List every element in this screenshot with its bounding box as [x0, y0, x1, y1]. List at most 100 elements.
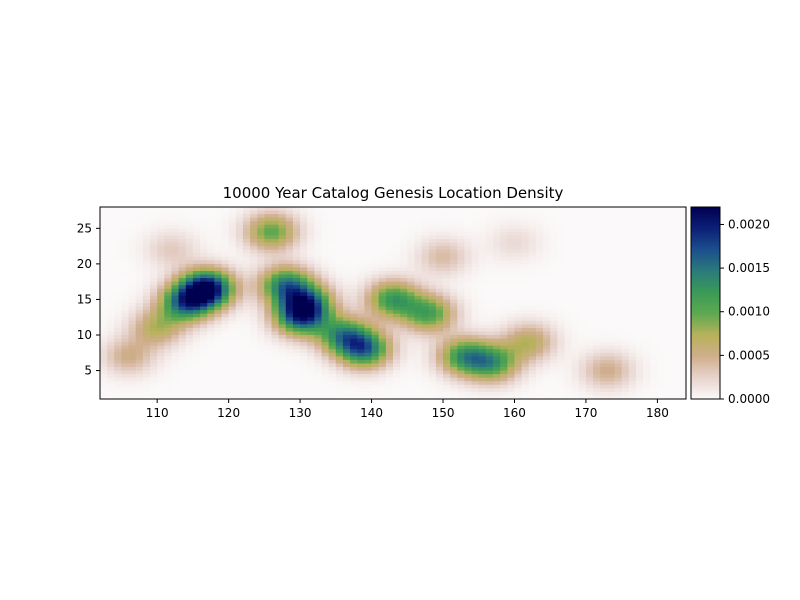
heatmap-cell [621, 278, 630, 283]
heatmap-cell [593, 246, 601, 251]
heatmap-cell [228, 317, 237, 322]
heatmap-cell [578, 349, 587, 354]
colorbar-segment [691, 275, 720, 278]
heatmap-cell [407, 342, 416, 347]
heatmap-cell [514, 381, 523, 386]
heatmap-cell [528, 374, 537, 379]
heatmap-cell [550, 210, 558, 215]
heatmap-cell [114, 249, 123, 254]
heatmap-cell [493, 356, 501, 361]
heatmap-cell [457, 335, 466, 340]
heatmap-cell [528, 263, 537, 269]
heatmap-cell [628, 367, 637, 372]
heatmap-cell [300, 335, 308, 340]
heatmap-cell [264, 338, 273, 343]
heatmap-cell [114, 363, 123, 368]
heatmap-cell [292, 221, 301, 226]
heatmap-cell [250, 239, 258, 244]
heatmap-cell [557, 207, 566, 212]
heatmap-cell [450, 349, 458, 354]
heatmap-cell [585, 359, 594, 365]
heatmap-cell [178, 228, 187, 233]
heatmap-cell [457, 338, 466, 343]
heatmap-cell [192, 395, 201, 400]
heatmap-cell [221, 306, 230, 311]
heatmap-cell [157, 299, 165, 304]
heatmap-cell [371, 342, 380, 347]
heatmap-cell [378, 342, 387, 347]
heatmap-cell [292, 231, 301, 237]
heatmap-cell [121, 256, 130, 261]
heatmap-cell [507, 246, 516, 251]
heatmap-cell [443, 367, 451, 372]
heatmap-cell [650, 221, 659, 226]
heatmap-cell [664, 295, 673, 301]
heatmap-cell [507, 310, 516, 315]
heatmap-cell [200, 370, 208, 375]
heatmap-cell [171, 246, 180, 251]
heatmap-cell [228, 374, 237, 379]
colorbar-segment [691, 395, 720, 398]
heatmap-cell [428, 359, 437, 365]
heatmap-cell [393, 327, 401, 333]
heatmap-cell [393, 363, 401, 368]
heatmap-cell [378, 391, 387, 397]
heatmap-cell [428, 274, 437, 279]
heatmap-cell [107, 295, 115, 301]
heatmap-cell [664, 231, 673, 237]
heatmap-cell [121, 310, 130, 315]
heatmap-cell [671, 263, 680, 269]
heatmap-cell [471, 239, 480, 244]
heatmap-cell [292, 342, 301, 347]
heatmap-cell [393, 253, 401, 258]
heatmap-cell [535, 388, 544, 393]
heatmap-cell [135, 253, 144, 258]
heatmap-cell [543, 288, 551, 293]
heatmap-cell [564, 377, 573, 382]
heatmap-cell [450, 377, 458, 382]
heatmap-cell [314, 285, 323, 290]
heatmap-cell [221, 356, 230, 361]
heatmap-cell [635, 285, 644, 290]
heatmap-cell [528, 274, 537, 279]
heatmap-cell [357, 217, 366, 222]
heatmap-cell [335, 342, 344, 347]
heatmap-cell [414, 249, 423, 254]
heatmap-cell [185, 299, 194, 304]
heatmap-cell [128, 278, 137, 283]
heatmap-cell [628, 363, 637, 368]
heatmap-cell [407, 384, 416, 389]
heatmap-cell [450, 217, 458, 222]
heatmap-cell [385, 349, 394, 354]
heatmap-cell [500, 345, 508, 350]
heatmap-cell [350, 281, 358, 286]
heatmap-cell [557, 370, 566, 375]
heatmap-cell [514, 271, 523, 276]
heatmap-cell [657, 256, 666, 261]
heatmap-cell [600, 349, 608, 354]
heatmap-cell [100, 356, 108, 361]
colorbar-segment [691, 237, 720, 240]
heatmap-cell [393, 228, 401, 233]
heatmap-cell [150, 299, 158, 304]
heatmap-cell [285, 331, 294, 336]
heatmap-cell [543, 207, 551, 212]
heatmap-cell [514, 253, 523, 258]
heatmap-cell [478, 388, 487, 393]
heatmap-cell [128, 374, 137, 379]
heatmap-cell [650, 260, 659, 265]
heatmap-cell [328, 349, 337, 354]
heatmap-cell [414, 267, 423, 272]
heatmap-cell [614, 349, 623, 354]
heatmap-cell [335, 377, 344, 382]
heatmap-cell [414, 278, 423, 283]
heatmap-cell [307, 342, 315, 347]
heatmap-cell [271, 359, 280, 365]
heatmap-cell [585, 320, 594, 325]
heatmap-cell [314, 381, 323, 386]
heatmap-cell [171, 327, 180, 333]
heatmap-cell [607, 324, 616, 329]
heatmap-cell [178, 335, 187, 340]
heatmap-cell [264, 292, 273, 297]
heatmap-cell [307, 235, 315, 240]
